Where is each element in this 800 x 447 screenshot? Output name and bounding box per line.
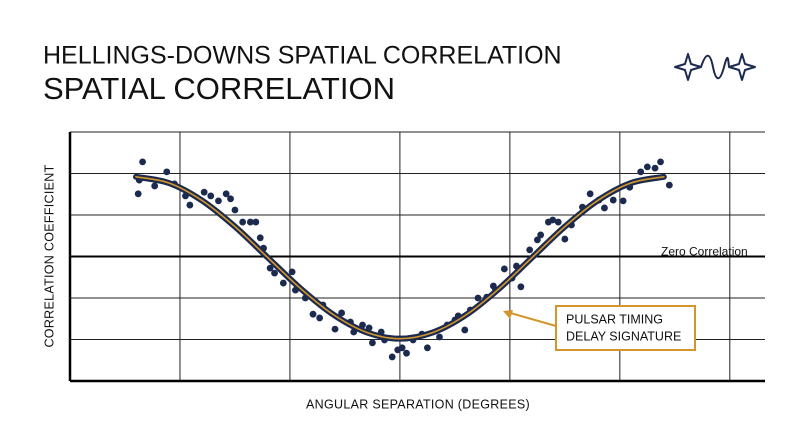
data-point: [533, 236, 541, 244]
data-point: [246, 218, 254, 226]
data-point: [388, 353, 396, 361]
data-point: [461, 326, 469, 334]
data-point: [619, 197, 627, 205]
zero-line-label: Zero Correlation: [661, 245, 748, 259]
data-point: [643, 163, 651, 171]
data-point: [271, 269, 278, 277]
annotation-text: PULSAR TIMING: [566, 312, 663, 326]
data-point: [474, 294, 482, 302]
data-point: [561, 235, 569, 243]
annotation-text: DELAY SIGNATURE: [566, 329, 681, 343]
data-point: [252, 218, 260, 226]
data-point: [651, 164, 659, 172]
data-point: [316, 314, 324, 322]
data-point: [665, 181, 673, 189]
data-point: [637, 168, 645, 176]
data-point: [398, 344, 406, 352]
data-point: [359, 321, 366, 329]
data-point: [134, 190, 142, 198]
data-point: [423, 344, 431, 352]
data-point: [200, 188, 208, 196]
data-point: [163, 168, 171, 176]
logo-icon: [674, 53, 756, 81]
x-axis-label: ANGULAR SEPARATION (DEGREES): [306, 397, 530, 411]
chart-subtitle: SPATIAL CORRELATION: [43, 71, 395, 106]
data-point: [586, 190, 594, 198]
data-point: [338, 309, 346, 317]
annotation-box: [555, 305, 696, 351]
data-point: [227, 195, 234, 203]
fit-curve-inner: [135, 176, 665, 340]
annotation-arrow: [506, 311, 557, 327]
data-point: [256, 234, 264, 242]
data-point: [517, 283, 525, 291]
data-point: [436, 333, 443, 341]
chart-title: HELLINGS-DOWNS SPATIAL CORRELATION: [43, 42, 562, 70]
data-point: [186, 201, 194, 209]
data-point: [403, 349, 410, 357]
data-point: [549, 216, 557, 224]
data-point: [554, 218, 562, 226]
data-point: [526, 246, 534, 254]
annotation-arrowhead: [503, 310, 513, 319]
data-point: [279, 279, 287, 287]
data-point: [207, 192, 215, 200]
data-point: [500, 265, 508, 273]
data-point: [266, 264, 274, 272]
data-point: [239, 218, 247, 226]
data-point: [215, 197, 222, 205]
data-point: [309, 310, 317, 318]
data-point: [231, 206, 239, 214]
data-point: [331, 325, 339, 333]
data-point: [601, 204, 608, 212]
data-point: [609, 196, 617, 204]
data-point: [657, 158, 664, 166]
data-point: [151, 182, 159, 190]
data-point: [537, 231, 545, 239]
data-point: [222, 190, 230, 198]
data-point: [139, 158, 146, 166]
data-point: [288, 268, 296, 276]
data-point: [369, 339, 376, 347]
y-axis-label: CORRELATION COEFFICIENT: [42, 164, 56, 347]
